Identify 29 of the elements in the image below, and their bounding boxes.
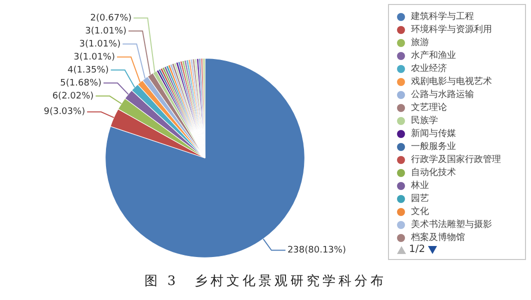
legend-label: 民族学 — [411, 114, 438, 127]
data-label: 238(80.13%) — [287, 246, 346, 256]
legend-label: 文艺理论 — [411, 102, 447, 114]
text: 1/2 — [409, 244, 426, 255]
data-label: 3(1.01%) — [85, 26, 127, 36]
legend-label: 园艺 — [411, 192, 429, 205]
data-label: 9(3.03%) — [44, 107, 86, 118]
legend-label: 档案及博物馆 — [411, 231, 465, 244]
data-label: 6(2.02%) — [52, 91, 94, 102]
legend-label: 建筑科学与工程 — [411, 10, 474, 23]
data-label: 3(1.01%) — [79, 39, 121, 50]
data-label: 2(0.67%) — [90, 13, 132, 24]
legend-label: 文化 — [411, 206, 429, 218]
legend-label: 林业 — [411, 180, 429, 192]
legend-label: 旅游 — [411, 36, 429, 49]
legend-label: 水产和渔业 — [411, 50, 456, 62]
legend-label: 自动化技术 — [411, 166, 456, 179]
text: 图 3 乡村文化景观研究学科分布 — [143, 273, 388, 290]
data-label: 5(1.68%) — [60, 78, 102, 88]
legend-label: 新闻与传媒 — [411, 128, 456, 140]
legend-label: 一般服务业 — [411, 140, 456, 153]
legend-label: 环境科学与资源利用 — [411, 24, 492, 36]
legend-label: 农业经济 — [411, 62, 447, 75]
legend-label: 行政学及国家行政管理 — [411, 154, 501, 166]
data-label: 3(1.01%) — [74, 52, 115, 62]
legend-label: 美术书法雕塑与摄影 — [411, 218, 492, 231]
legend-label: 公路与水路运输 — [411, 88, 474, 101]
legend-label: 戏剧电影与电视艺术 — [411, 76, 492, 88]
data-label: 4(1.35%) — [67, 65, 109, 76]
